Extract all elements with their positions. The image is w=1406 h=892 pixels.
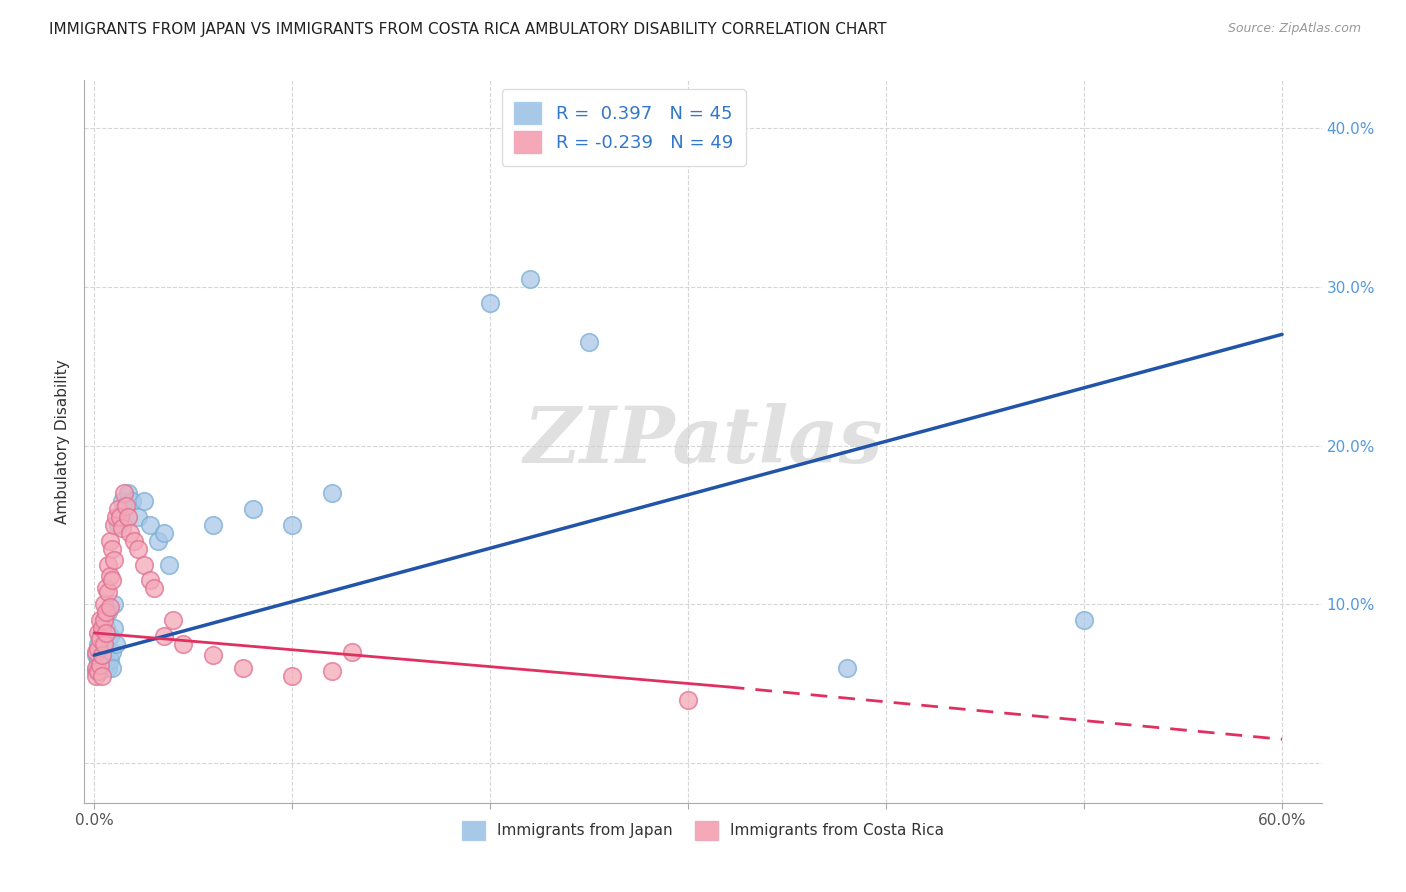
Point xyxy=(108,510,131,524)
Point xyxy=(84,661,107,675)
Point xyxy=(172,637,194,651)
Point xyxy=(107,502,129,516)
Point xyxy=(127,510,149,524)
Point xyxy=(91,641,114,656)
Point xyxy=(146,533,169,548)
Point xyxy=(87,626,110,640)
Point xyxy=(101,541,124,556)
Point xyxy=(91,669,114,683)
Point xyxy=(84,664,107,678)
Point xyxy=(162,613,184,627)
Point xyxy=(103,621,125,635)
Point xyxy=(101,645,124,659)
Text: ZIPatlas: ZIPatlas xyxy=(523,403,883,480)
Point xyxy=(132,558,155,572)
Point xyxy=(89,632,111,647)
Point xyxy=(103,553,125,567)
Point xyxy=(89,657,111,672)
Point xyxy=(87,661,110,675)
Point xyxy=(97,605,120,619)
Point xyxy=(87,653,110,667)
Point xyxy=(84,645,107,659)
Point xyxy=(138,517,160,532)
Point xyxy=(87,641,110,656)
Point xyxy=(321,664,343,678)
Point xyxy=(132,494,155,508)
Point xyxy=(281,517,304,532)
Point xyxy=(519,272,541,286)
Point xyxy=(93,645,115,659)
Point xyxy=(94,621,117,635)
Point xyxy=(676,692,699,706)
Point xyxy=(93,661,115,675)
Point xyxy=(93,613,115,627)
Point xyxy=(340,645,363,659)
Point xyxy=(98,629,121,643)
Point xyxy=(159,558,181,572)
Point xyxy=(105,510,128,524)
Point xyxy=(232,661,254,675)
Point xyxy=(98,600,121,615)
Point xyxy=(94,605,117,619)
Point xyxy=(117,510,139,524)
Point xyxy=(117,486,139,500)
Point xyxy=(103,517,125,532)
Point xyxy=(98,568,121,582)
Point xyxy=(103,597,125,611)
Point xyxy=(111,521,134,535)
Point xyxy=(87,637,110,651)
Point xyxy=(321,486,343,500)
Point xyxy=(105,637,128,651)
Point xyxy=(202,648,225,662)
Point xyxy=(152,525,174,540)
Y-axis label: Ambulatory Disability: Ambulatory Disability xyxy=(55,359,70,524)
Text: IMMIGRANTS FROM JAPAN VS IMMIGRANTS FROM COSTA RICA AMBULATORY DISABILITY CORREL: IMMIGRANTS FROM JAPAN VS IMMIGRANTS FROM… xyxy=(49,22,887,37)
Point xyxy=(112,486,135,500)
Point xyxy=(142,582,165,596)
Point xyxy=(97,661,120,675)
Point xyxy=(108,510,131,524)
Point xyxy=(98,533,121,548)
Point xyxy=(84,669,107,683)
Point xyxy=(127,541,149,556)
Point xyxy=(242,502,264,516)
Point xyxy=(84,648,107,662)
Point xyxy=(118,525,141,540)
Point xyxy=(202,517,225,532)
Point xyxy=(121,494,143,508)
Point xyxy=(91,648,114,662)
Point xyxy=(94,582,117,596)
Point xyxy=(97,584,120,599)
Point xyxy=(91,653,114,667)
Point xyxy=(97,558,120,572)
Point xyxy=(93,597,115,611)
Point xyxy=(578,335,600,350)
Point xyxy=(91,621,114,635)
Point xyxy=(89,613,111,627)
Point xyxy=(101,661,124,675)
Point xyxy=(111,494,134,508)
Point xyxy=(138,574,160,588)
Point xyxy=(112,502,135,516)
Point xyxy=(281,669,304,683)
Point xyxy=(115,499,138,513)
Legend: Immigrants from Japan, Immigrants from Costa Rica: Immigrants from Japan, Immigrants from C… xyxy=(456,815,950,846)
Point xyxy=(93,637,115,651)
Text: Source: ZipAtlas.com: Source: ZipAtlas.com xyxy=(1227,22,1361,36)
Point xyxy=(87,664,110,678)
Point xyxy=(93,613,115,627)
Point xyxy=(89,657,111,672)
Point xyxy=(101,574,124,588)
Point xyxy=(479,295,502,310)
Point xyxy=(94,626,117,640)
Point xyxy=(152,629,174,643)
Point xyxy=(98,653,121,667)
Point xyxy=(835,661,858,675)
Point xyxy=(122,533,145,548)
Point xyxy=(1073,613,1095,627)
Point xyxy=(107,517,129,532)
Point xyxy=(89,664,111,678)
Point xyxy=(89,629,111,643)
Point xyxy=(94,648,117,662)
